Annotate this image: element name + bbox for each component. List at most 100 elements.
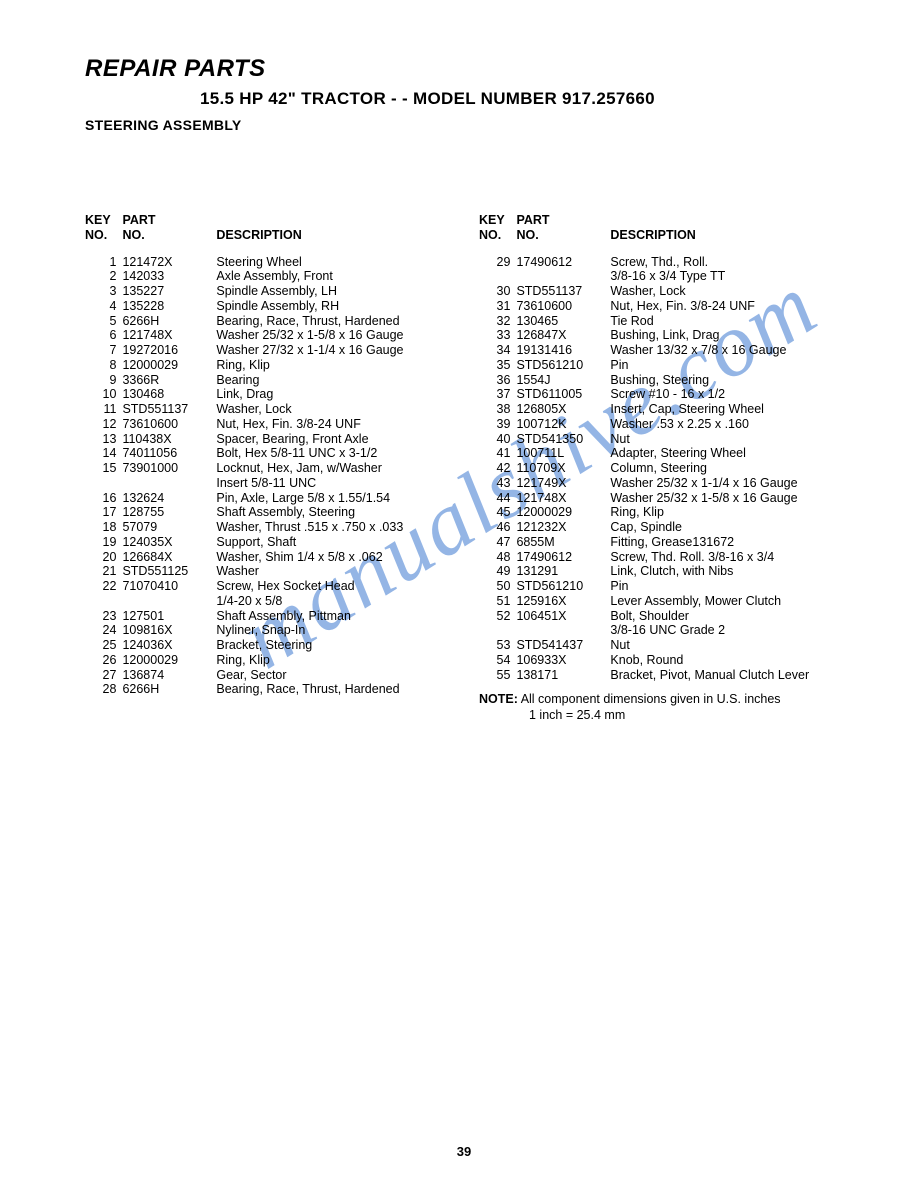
cell-key: 40	[479, 432, 516, 447]
table-row: 19124035XSupport, Shaft	[85, 535, 449, 550]
cell-key: 47	[479, 535, 516, 550]
cell-desc: Nut	[610, 638, 843, 653]
cell-key	[85, 594, 122, 609]
table-row: 33126847XBushing, Link, Drag	[479, 328, 843, 343]
cell-key: 42	[479, 461, 516, 476]
cell-desc: Washer	[216, 564, 449, 579]
cell-part: 121472X	[122, 255, 216, 270]
cell-part: STD551137	[516, 284, 610, 299]
cell-part: 57079	[122, 520, 216, 535]
table-row: 4512000029Ring, Klip	[479, 505, 843, 520]
cell-key: 6	[85, 328, 122, 343]
table-row: 2142033Axle Assembly, Front	[85, 269, 449, 284]
cell-desc: Bearing, Race, Thrust, Hardened	[216, 314, 449, 329]
table-row: 40STD541350Nut	[479, 432, 843, 447]
cell-key: 36	[479, 373, 516, 388]
table-row: 44121748XWasher 25/32 x 1-5/8 x 16 Gauge	[479, 491, 843, 506]
cell-part: STD551137	[122, 402, 216, 417]
table-row: 13110438XSpacer, Bearing, Front Axle	[85, 432, 449, 447]
cell-desc: Tie Rod	[610, 314, 843, 329]
cell-desc: Gear, Sector	[216, 668, 449, 683]
cell-key: 48	[479, 550, 516, 565]
cell-desc: 3/8-16 UNC Grade 2	[610, 623, 843, 638]
cell-part: 131291	[516, 564, 610, 579]
cell-key: 41	[479, 446, 516, 461]
cell-desc: Adapter, Steering Wheel	[610, 446, 843, 461]
cell-key: 38	[479, 402, 516, 417]
table-row: 1273610600Nut, Hex, Fin. 3/8-24 UNF	[85, 417, 449, 432]
cell-key: 35	[479, 358, 516, 373]
cell-desc: Lever Assembly, Mower Clutch	[610, 594, 843, 609]
cell-desc: Spindle Assembly, RH	[216, 299, 449, 314]
cell-desc: Insert 5/8-11 UNC	[216, 476, 449, 491]
page-number: 39	[85, 1144, 843, 1159]
cell-desc: 1/4-20 x 5/8	[216, 594, 449, 609]
cell-part: 17490612	[516, 255, 610, 270]
table-row: 21STD551125Washer	[85, 564, 449, 579]
cell-desc: Washer, Lock	[610, 284, 843, 299]
table-row: 6121748XWasher 25/32 x 1-5/8 x 16 Gauge	[85, 328, 449, 343]
cell-key: 32	[479, 314, 516, 329]
cell-part	[516, 269, 610, 284]
cell-key: 50	[479, 579, 516, 594]
cell-desc: Link, Drag	[216, 387, 449, 402]
cell-desc: 3/8-16 x 3/4 Type TT	[610, 269, 843, 284]
cell-part: 124035X	[122, 535, 216, 550]
table-row: 812000029Ring, Klip	[85, 358, 449, 373]
cell-part: 121232X	[516, 520, 610, 535]
header-key: KEYNO.	[85, 213, 122, 255]
table-row: 27136874Gear, Sector	[85, 668, 449, 683]
table-row: 3419131416Washer 13/32 x 7/8 x 16 Gauge	[479, 343, 843, 358]
cell-desc: Screw, Hex Socket Head	[216, 579, 449, 594]
cell-desc: Cap, Spindle	[610, 520, 843, 535]
table-row: 3/8-16 x 3/4 Type TT	[479, 269, 843, 284]
cell-key: 45	[479, 505, 516, 520]
cell-part	[516, 623, 610, 638]
cell-key: 22	[85, 579, 122, 594]
cell-desc: Shaft Assembly, Pittman	[216, 609, 449, 624]
cell-desc: Bracket, Pivot, Manual Clutch Lever	[610, 668, 843, 683]
cell-part: 135228	[122, 299, 216, 314]
table-row: 2917490612Screw, Thd., Roll.	[479, 255, 843, 270]
cell-part: 73610600	[516, 299, 610, 314]
cell-key: 39	[479, 417, 516, 432]
cell-part: 106933X	[516, 653, 610, 668]
cell-key: 8	[85, 358, 122, 373]
cell-desc: Washer 25/32 x 1-1/4 x 16 Gauge	[610, 476, 843, 491]
cell-part: 12000029	[516, 505, 610, 520]
table-row: 4135228Spindle Assembly, RH	[85, 299, 449, 314]
cell-part: 73901000	[122, 461, 216, 476]
table-row: 38126805XInsert, Cap, Steering Wheel	[479, 402, 843, 417]
cell-part: STD551125	[122, 564, 216, 579]
table-row: 476855MFitting, Grease131672	[479, 535, 843, 550]
cell-key: 19	[85, 535, 122, 550]
cell-desc: Washer, Shim 1/4 x 5/8 x .062	[216, 550, 449, 565]
cell-key: 51	[479, 594, 516, 609]
cell-key: 26	[85, 653, 122, 668]
cell-key: 54	[479, 653, 516, 668]
cell-part: 6266H	[122, 314, 216, 329]
table-row: 55138171Bracket, Pivot, Manual Clutch Le…	[479, 668, 843, 683]
cell-key: 16	[85, 491, 122, 506]
header-desc: DESCRIPTION	[610, 213, 843, 255]
cell-part: 73610600	[122, 417, 216, 432]
cell-key: 11	[85, 402, 122, 417]
table-row: 17128755Shaft Assembly, Steering	[85, 505, 449, 520]
cell-part: 136874	[122, 668, 216, 683]
table-row: 53STD541437Nut	[479, 638, 843, 653]
table-row: 41100711LAdapter, Steering Wheel	[479, 446, 843, 461]
cell-key: 15	[85, 461, 122, 476]
right-column: KEYNO. PARTNO. DESCRIPTION 2917490612Scr…	[479, 213, 843, 724]
cell-desc: Washer, Lock	[216, 402, 449, 417]
cell-desc: Screw, Thd., Roll.	[610, 255, 843, 270]
cell-part: 12000029	[122, 653, 216, 668]
cell-desc: Locknut, Hex, Jam, w/Washer	[216, 461, 449, 476]
table-row: 1573901000Locknut, Hex, Jam, w/Washer	[85, 461, 449, 476]
cell-part: 126847X	[516, 328, 610, 343]
parts-table-right: KEYNO. PARTNO. DESCRIPTION 2917490612Scr…	[479, 213, 843, 682]
cell-part: 110709X	[516, 461, 610, 476]
cell-desc: Bearing, Race, Thrust, Hardened	[216, 682, 449, 697]
cell-key: 4	[85, 299, 122, 314]
cell-key	[479, 623, 516, 638]
cell-key: 2	[85, 269, 122, 284]
